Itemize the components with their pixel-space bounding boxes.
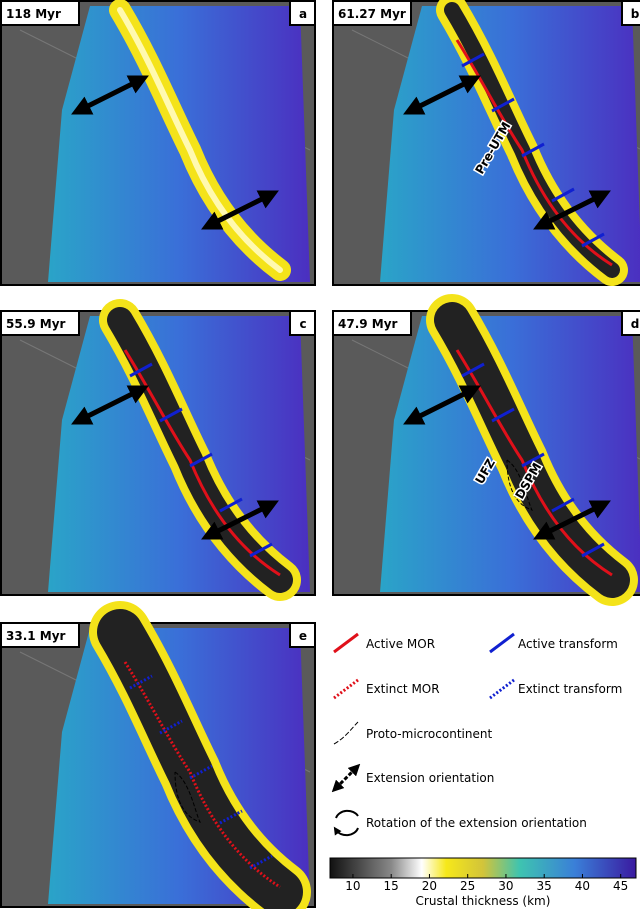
age-label: 33.1 Myr [6,629,66,643]
panel-letter-box [621,310,640,336]
transform-fault [461,362,485,378]
panel-letter: e [299,629,307,643]
age-label-box [0,622,80,648]
transform-fault [581,232,605,248]
legend-symbol [333,632,359,654]
colorbar-tick-label: 30 [498,879,513,893]
transform-fault [159,719,183,735]
legend-symbol [336,809,359,837]
transform-fault [461,52,485,68]
extension-arrow [403,75,481,115]
extension-arrow [201,190,279,230]
transform-fault [521,142,545,158]
age-label-box [0,0,80,26]
legend-symbol [333,678,359,700]
extension-arrow [533,500,611,540]
age-label-box [0,310,80,336]
transform-fault [249,542,273,558]
age-label: 47.9 Myr [338,317,398,331]
legend-symbol [333,721,359,745]
extension-arrow [201,500,279,540]
legend-label: Proto-microcontinent [366,727,492,741]
rift-core [117,7,283,273]
colorbar-title: Crustal thickness (km) [416,894,551,908]
panel-letter-box [289,0,316,26]
extension-arrow [71,75,149,115]
transform-fault [491,97,515,113]
panel-letter: d [631,317,640,331]
map-panel: 118 Myr a [0,0,316,286]
transform-fault [189,764,213,780]
legend-symbol [489,632,515,654]
legend-label: Active MOR [366,637,435,651]
extension-arrow [403,385,481,425]
transform-fault [521,452,545,468]
extension-arrow [533,190,611,230]
legend-label: Extinct transform [518,682,622,696]
colorbar-tick-label: 35 [537,879,552,893]
colorbar-tick-label: 10 [345,879,360,893]
panel-letter-box [289,310,316,336]
age-label: 118 Myr [6,7,61,21]
transform-fault [129,362,153,378]
legend-label: Active transform [518,637,618,651]
colorbar-tick-label: 20 [422,879,437,893]
transform-fault [159,407,183,423]
legend-symbol [489,678,515,700]
transform-fault [491,407,515,423]
transform-fault [189,452,213,468]
colorbar-tick-label: 45 [613,879,628,893]
age-label: 55.9 Myr [6,317,66,331]
transform-fault [129,674,153,690]
colorbar-tick-label: 15 [384,879,399,893]
map-panel: 55.9 Myr c [0,299,316,601]
legend-label: Extension orientation [366,771,494,785]
transform-fault [249,854,273,870]
mor [123,661,281,889]
panel-letter: a [299,7,307,21]
legend-label: Extinct MOR [366,682,440,696]
colorbar-tick-label: 25 [460,879,475,893]
panel-letter-box [621,0,640,26]
transform-fault [581,542,605,558]
transform-fault [219,809,243,825]
proto-microcontinent [174,771,201,823]
legend-label: Rotation of the extension orientation [366,816,587,830]
colorbar-tick-label: 40 [575,879,590,893]
colorbar [329,857,637,879]
age-label: 61.27 Myr [338,7,406,21]
age-label-box [332,310,412,336]
legend-symbol [331,763,361,793]
panel-letter: b [631,7,640,21]
panel-letter: c [299,317,306,331]
extension-arrow [71,385,149,425]
map-panel: 33.1 Myr e [0,601,316,913]
proto-microcontinent [506,459,533,511]
age-label-box [332,0,412,26]
panel-letter-box [289,622,316,648]
